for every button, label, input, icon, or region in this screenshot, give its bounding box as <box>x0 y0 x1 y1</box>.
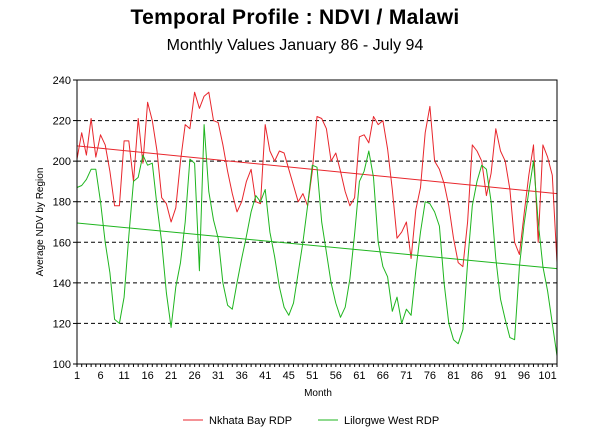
x-tick-label: 51 <box>306 370 318 382</box>
x-tick-label: 16 <box>141 370 153 382</box>
x-tick-label: 11 <box>118 370 129 382</box>
y-tick-label: 140 <box>53 278 71 290</box>
legend-label-nkhata: Nkhata Bay RDP <box>209 415 292 427</box>
x-tick-label: 56 <box>330 370 342 382</box>
x-tick-label: 71 <box>400 370 412 382</box>
x-tick-label: 96 <box>518 370 530 382</box>
chart-subtitle: Monthly Values January 86 - July 94 <box>166 37 424 54</box>
trend-line-lilongwe <box>76 222 558 270</box>
plot-frame <box>76 79 558 365</box>
x-tick-label: 6 <box>97 370 103 382</box>
y-axis-title: Average NDV by Region <box>35 168 46 277</box>
series-line-nkhata <box>76 91 558 268</box>
y-tick-label: 160 <box>53 237 71 249</box>
x-tick-label: 86 <box>471 370 483 382</box>
y-tick-label: 200 <box>53 156 71 168</box>
x-tick-label: 1 <box>74 370 80 382</box>
x-tick-label: 66 <box>377 370 389 382</box>
x-tick-label: 26 <box>189 370 201 382</box>
x-tick-label: 81 <box>447 370 459 382</box>
series-layer <box>76 91 558 356</box>
x-tick-label: 76 <box>424 370 436 382</box>
x-tick-label: 91 <box>494 370 506 382</box>
x-tick-label: 36 <box>236 370 248 382</box>
x-tick-label: 31 <box>212 370 224 382</box>
x-axis-title: Month <box>304 388 332 399</box>
grid-layer <box>77 120 557 324</box>
legend-label-lilongwe: Lilorgwe West RDP <box>344 415 439 427</box>
x-tick-label: 61 <box>353 370 365 382</box>
series-line-lilongwe <box>76 124 558 356</box>
chart-title: Temporal Profile : NDVI / Malawi <box>130 6 460 29</box>
y-tick-label: 240 <box>53 75 71 87</box>
x-tick-label: 101 <box>538 370 556 382</box>
x-tick-label: 41 <box>259 370 271 382</box>
legend: Nkhata Bay RDP Lilorgwe West RDP <box>183 415 439 427</box>
y-tick-label: 220 <box>53 116 71 128</box>
x-tick-label: 21 <box>165 370 177 382</box>
y-tick-label: 120 <box>53 318 71 330</box>
y-tick-label: 100 <box>53 359 71 371</box>
y-tick-label: 180 <box>53 197 71 209</box>
x-tick-label: 45 <box>283 370 295 382</box>
